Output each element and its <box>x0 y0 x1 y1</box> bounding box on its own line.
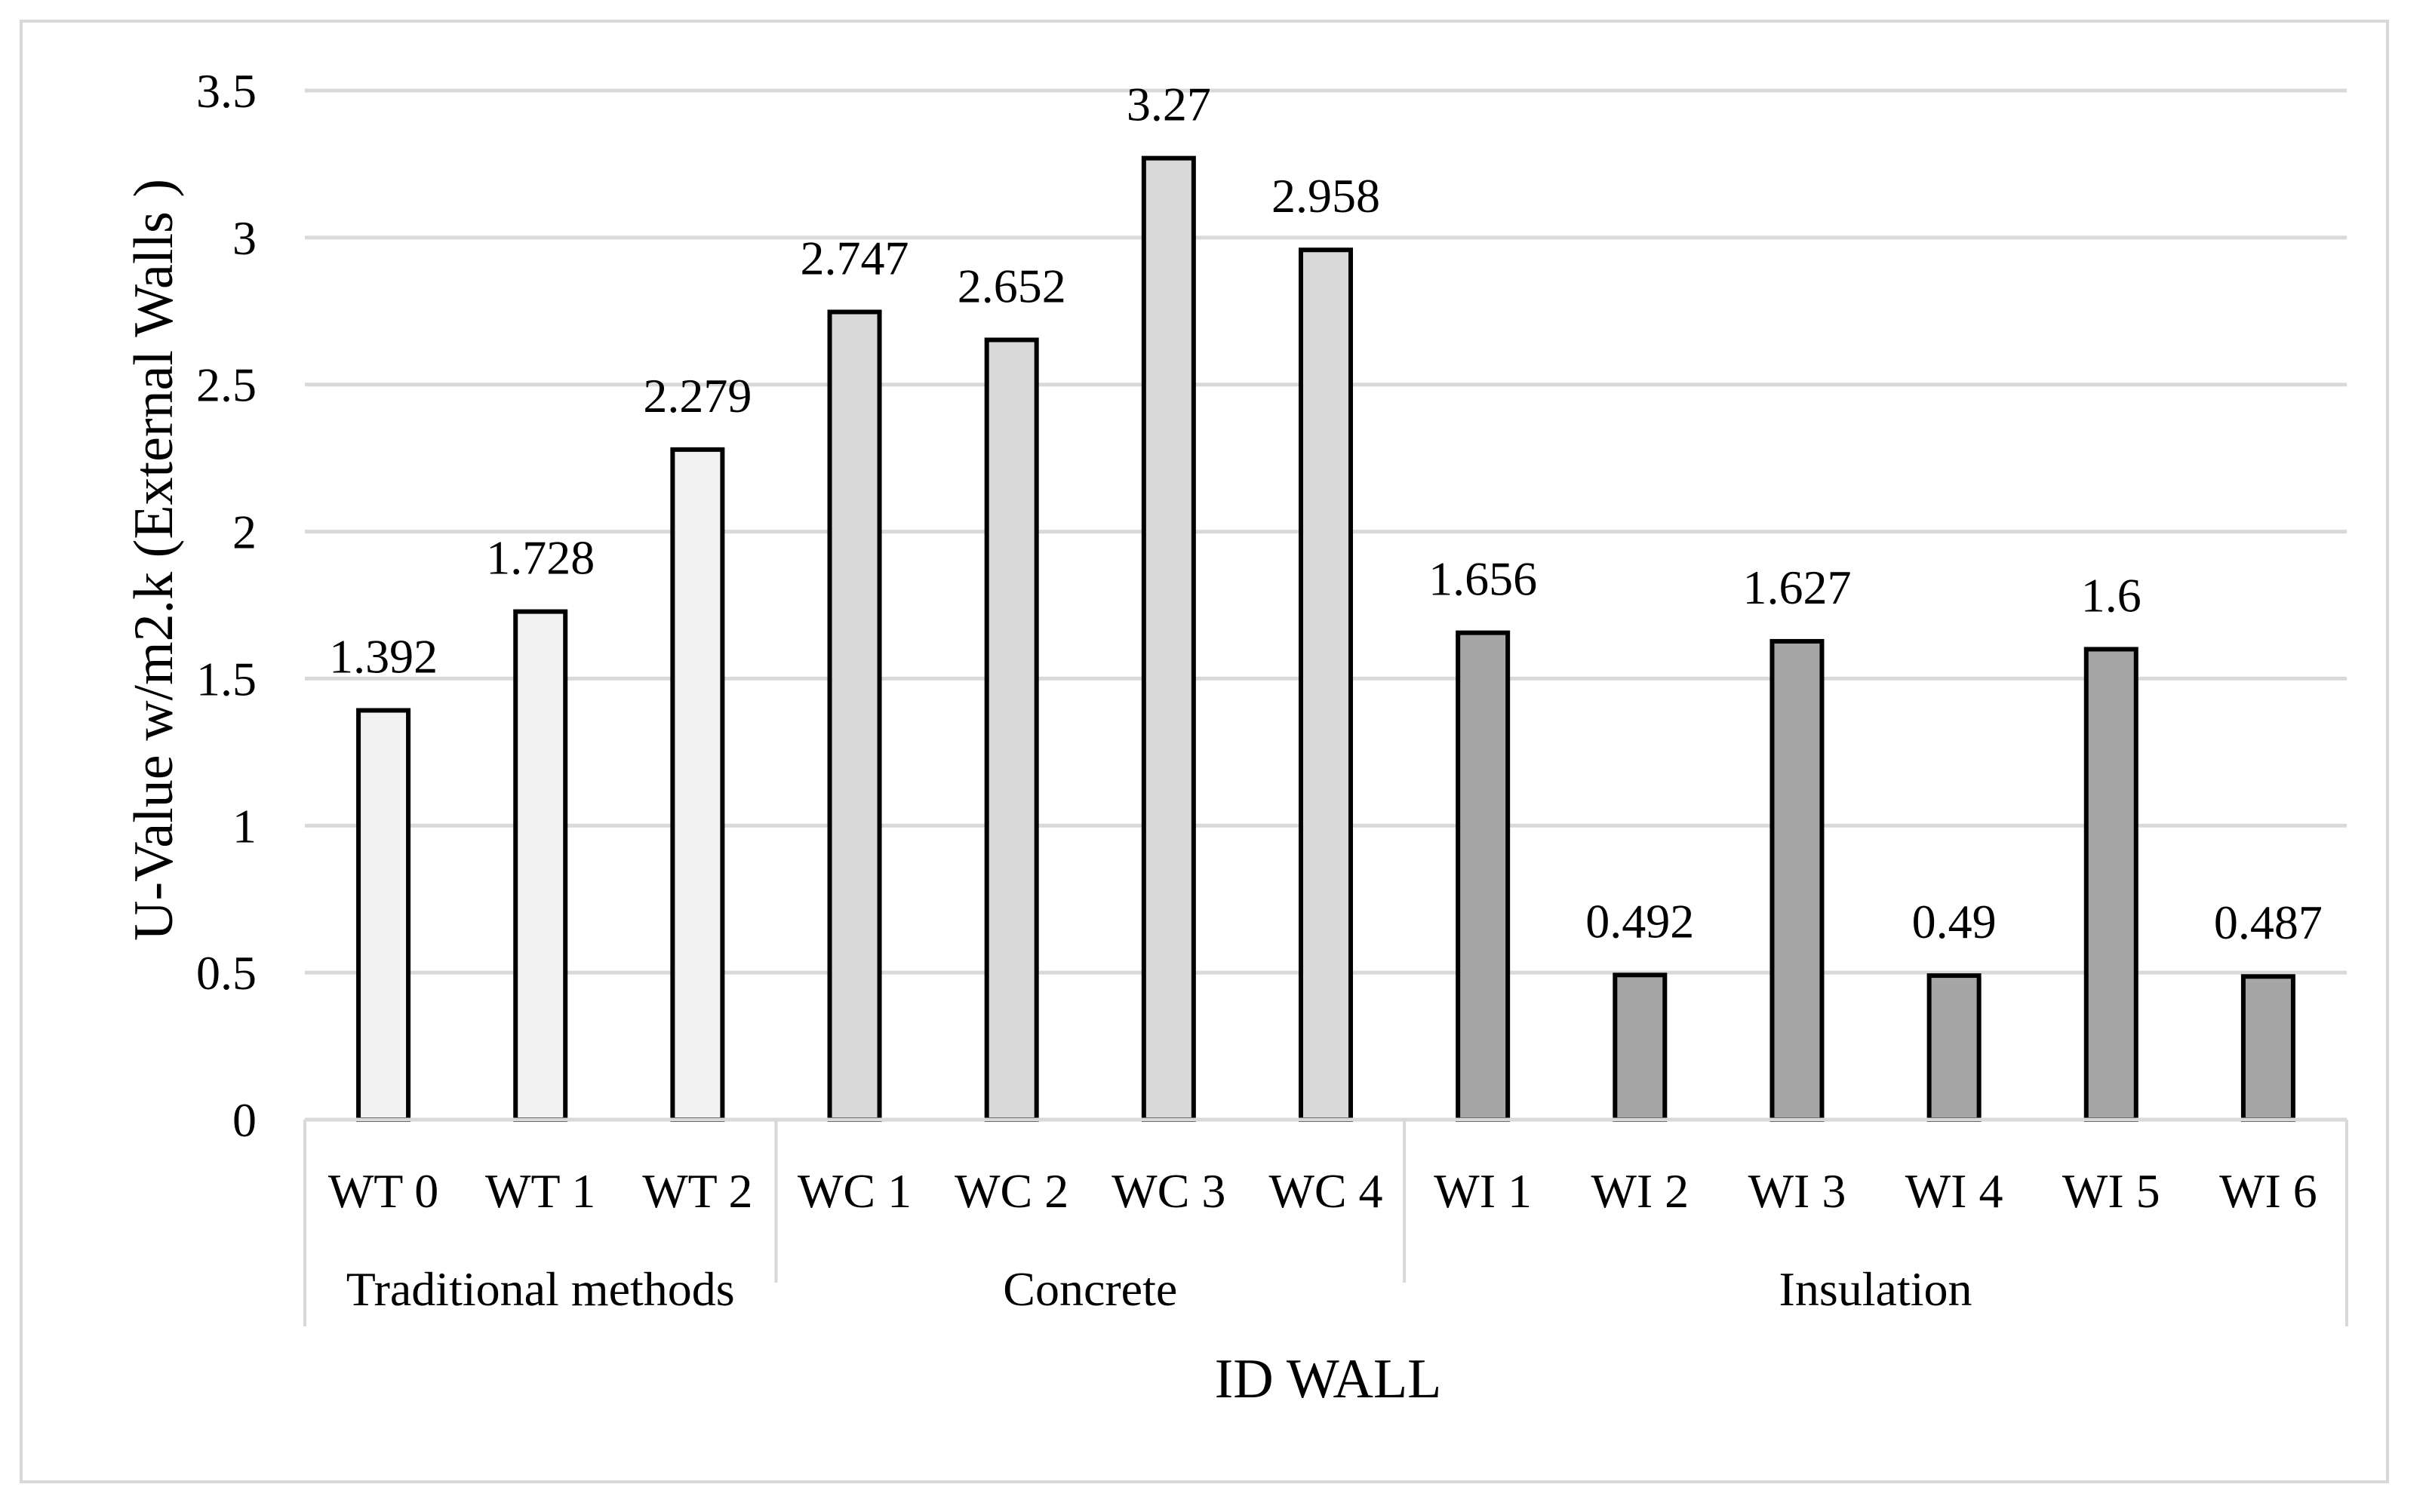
x-tick-label: WC 3 <box>1111 1164 1225 1218</box>
y-tick-label: 0.5 <box>196 946 257 1000</box>
y-axis-title: U-Value w/m2.k (External Walls ) <box>123 179 185 941</box>
chart-frame <box>20 20 2389 1483</box>
data-label: 0.487 <box>2214 896 2323 949</box>
y-tick-label: 1.5 <box>196 652 257 705</box>
bar <box>670 447 725 1122</box>
x-axis <box>303 1117 2348 1326</box>
y-tick-label: 2 <box>232 506 257 559</box>
bar <box>1299 247 1353 1123</box>
data-label: 1.728 <box>486 531 595 585</box>
y-tick-label: 1 <box>232 799 257 853</box>
y-tick-label: 2.5 <box>196 358 257 412</box>
bar <box>984 337 1039 1123</box>
labels: 0 0.5 1 1.5 2 2.5 3 3.5 1.392 WT 0 1.728 WT 1 2.279 W… <box>196 64 2323 1316</box>
data-label: 1.627 <box>1742 561 1851 614</box>
bar <box>513 609 568 1122</box>
data-label: 2.279 <box>643 369 752 423</box>
x-tick-label: WC 2 <box>955 1164 1068 1218</box>
data-label: 1.392 <box>329 630 438 684</box>
x-tick-label: WI 2 <box>1591 1164 1689 1218</box>
x-tick-label: WC 4 <box>1268 1164 1382 1218</box>
x-tick-label: WI 1 <box>1434 1164 1532 1218</box>
x-tick-label: WC 1 <box>798 1164 912 1218</box>
bar <box>1141 155 1196 1123</box>
x-tick-label: WT 0 <box>328 1164 438 1218</box>
data-label: 2.747 <box>801 231 909 284</box>
y-tick-label: 0 <box>232 1093 257 1147</box>
x-tick-label: WI 3 <box>1748 1164 1846 1218</box>
x-tick-label: WI 5 <box>2062 1164 2160 1218</box>
bars <box>356 155 2295 1123</box>
data-label: 0.49 <box>1912 895 1997 948</box>
bar <box>1769 638 1825 1122</box>
y-tick-label: 3.5 <box>196 64 257 118</box>
x-axis-title: ID WALL <box>1215 1348 1442 1410</box>
data-label: 0.492 <box>1585 894 1694 948</box>
data-label: 3.27 <box>1127 78 1211 131</box>
group-label: Traditional methods <box>346 1262 735 1316</box>
bar <box>1456 630 1511 1122</box>
bar <box>1926 973 1982 1123</box>
y-tick-label: 3 <box>232 211 257 265</box>
x-tick-label: WT 2 <box>642 1164 752 1218</box>
x-tick-label: WT 1 <box>485 1164 595 1218</box>
bar <box>827 309 882 1123</box>
x-tick-label: WI 6 <box>2219 1164 2317 1218</box>
data-label: 1.6 <box>2081 568 2142 622</box>
bar <box>2083 647 2138 1122</box>
bar <box>2240 974 2295 1122</box>
data-label: 2.652 <box>958 259 1066 312</box>
x-tick-label: WI 4 <box>1905 1164 2003 1218</box>
bar <box>1613 973 1668 1123</box>
group-label: Concrete <box>1003 1262 1177 1316</box>
data-label: 1.656 <box>1428 552 1537 606</box>
data-label: 2.958 <box>1271 169 1380 223</box>
bar <box>356 708 411 1122</box>
group-label: Insulation <box>1779 1262 1972 1316</box>
